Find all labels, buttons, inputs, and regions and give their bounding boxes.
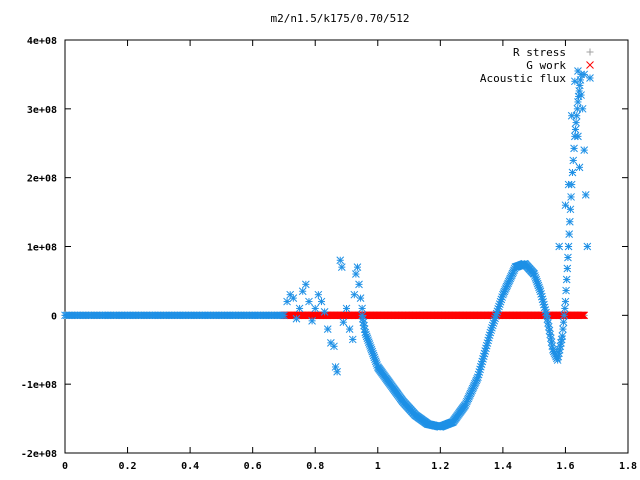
acoustic-flux-point — [333, 367, 341, 376]
acoustic-flux-point — [330, 342, 338, 351]
acoustic-flux-point — [560, 304, 569, 313]
acoustic-flux-point — [348, 335, 357, 344]
y-tick-label: 0 — [51, 311, 57, 322]
acoustic-flux-point — [280, 311, 288, 320]
acoustic-flux-point — [283, 297, 291, 306]
acoustic-flux-point — [578, 104, 587, 113]
acoustic-flux-point — [331, 363, 340, 371]
acoustic-flux-point — [566, 205, 575, 214]
g-work-point — [576, 311, 585, 320]
acoustic-flux-point — [473, 375, 481, 383]
legend-label: G work — [526, 59, 566, 72]
acoustic-flux-point — [298, 287, 307, 296]
legend-label: Acoustic flux — [480, 72, 566, 85]
acoustic-flux-point — [565, 217, 574, 226]
legend-label: R stress — [513, 46, 566, 59]
acoustic-flux-point — [336, 256, 345, 265]
acoustic-flux-point — [580, 146, 589, 154]
x-tick-label: 0.4 — [181, 461, 199, 472]
x-tick-label: 1.6 — [556, 461, 574, 472]
acoustic-flux-point — [301, 280, 310, 289]
acoustic-flux-point — [574, 67, 582, 75]
g-work-point — [578, 311, 587, 320]
y-tick-label: -1e+08 — [21, 380, 57, 391]
acoustic-flux-point — [563, 264, 572, 273]
plot-frame — [64, 39, 629, 454]
acoustic-flux-point — [564, 253, 572, 262]
acoustic-flux-point — [564, 180, 573, 189]
acoustic-flux-point — [358, 304, 366, 313]
acoustic-flux-point — [558, 332, 567, 340]
y-tick-label: 4e+08 — [27, 36, 57, 47]
acoustic-flux-point — [350, 290, 359, 299]
acoustic-flux-point — [568, 168, 577, 177]
acoustic-flux-point — [308, 316, 316, 325]
acoustic-flux-point — [583, 242, 592, 251]
legend-marker — [586, 48, 594, 56]
acoustic-flux-point — [562, 286, 570, 295]
acoustic-flux-point — [565, 230, 574, 238]
g-work-point — [578, 311, 586, 320]
acoustic-flux-point — [292, 314, 301, 323]
acoustic-flux-point — [339, 318, 348, 327]
acoustic-flux-point — [561, 297, 570, 306]
g-work-point — [577, 311, 585, 320]
g-work-point — [580, 311, 589, 320]
x-tick-label: 0.8 — [306, 461, 324, 472]
x-tick-label: 1.2 — [431, 461, 449, 472]
acoustic-flux-point — [320, 308, 329, 316]
acoustic-flux-point — [571, 125, 580, 134]
chart-title: m2/n1.5/k175/0.70/512 — [270, 12, 409, 25]
acoustic-flux-point — [577, 91, 585, 99]
acoustic-flux-point — [337, 263, 346, 272]
series-marks — [61, 67, 592, 431]
acoustic-flux-point — [561, 201, 570, 210]
g-work-point — [579, 311, 588, 320]
acoustic-flux-point — [559, 325, 567, 333]
acoustic-flux-point — [559, 318, 568, 327]
x-tick-label: 1 — [375, 461, 381, 472]
acoustic-flux-point — [295, 304, 304, 313]
legend-marker — [586, 74, 594, 82]
y-tick-label: -2e+08 — [21, 449, 57, 460]
acoustic-flux-point — [345, 325, 354, 333]
acoustic-flux-point — [355, 280, 363, 289]
acoustic-flux-point — [352, 270, 360, 278]
x-tick-label: 1.8 — [619, 461, 637, 472]
acoustic-flux-point — [353, 263, 362, 272]
acoustic-flux-point — [581, 191, 590, 199]
acoustic-flux-point — [575, 163, 584, 172]
acoustic-flux-point — [567, 193, 575, 201]
acoustic-flux-point — [564, 242, 573, 251]
acoustic-flux-point — [314, 290, 323, 299]
y-tick-label: 1e+08 — [27, 243, 57, 254]
legend-marker — [586, 61, 594, 69]
x-tick-label: 0.2 — [119, 461, 137, 472]
acoustic-flux-point — [311, 304, 320, 313]
acoustic-flux-point — [569, 156, 578, 165]
acoustic-flux-point — [323, 325, 332, 333]
x-tick-label: 0.6 — [244, 461, 262, 472]
acoustic-flux-point — [356, 294, 365, 302]
acoustic-flux-point — [580, 70, 589, 79]
acoustic-flux-point — [570, 144, 578, 153]
acoustic-flux-point — [342, 304, 351, 313]
acoustic-flux-point — [567, 111, 576, 120]
acoustic-flux-point — [555, 242, 564, 251]
x-tick-label: 1.4 — [494, 461, 512, 472]
y-tick-label: 2e+08 — [27, 174, 57, 185]
axis-ticks: 0 0.2 0.4 0.6 0.8 1 1.2 1.4 1.6 1.8 -2e+08 -1e+08 0 1… — [21, 36, 637, 472]
acoustic-flux-point — [570, 77, 579, 86]
x-tick-label: 0 — [62, 461, 68, 472]
acoustic-flux-point — [305, 297, 313, 306]
acoustic-flux-point — [562, 275, 571, 284]
acoustic-flux-point — [572, 118, 580, 127]
acoustic-flux-point — [289, 294, 298, 302]
y-tick-label: 3e+08 — [27, 105, 57, 116]
acoustic-flux-point — [317, 297, 326, 306]
acoustic-flux-point — [560, 311, 569, 320]
acoustic-flux-point — [574, 132, 582, 141]
